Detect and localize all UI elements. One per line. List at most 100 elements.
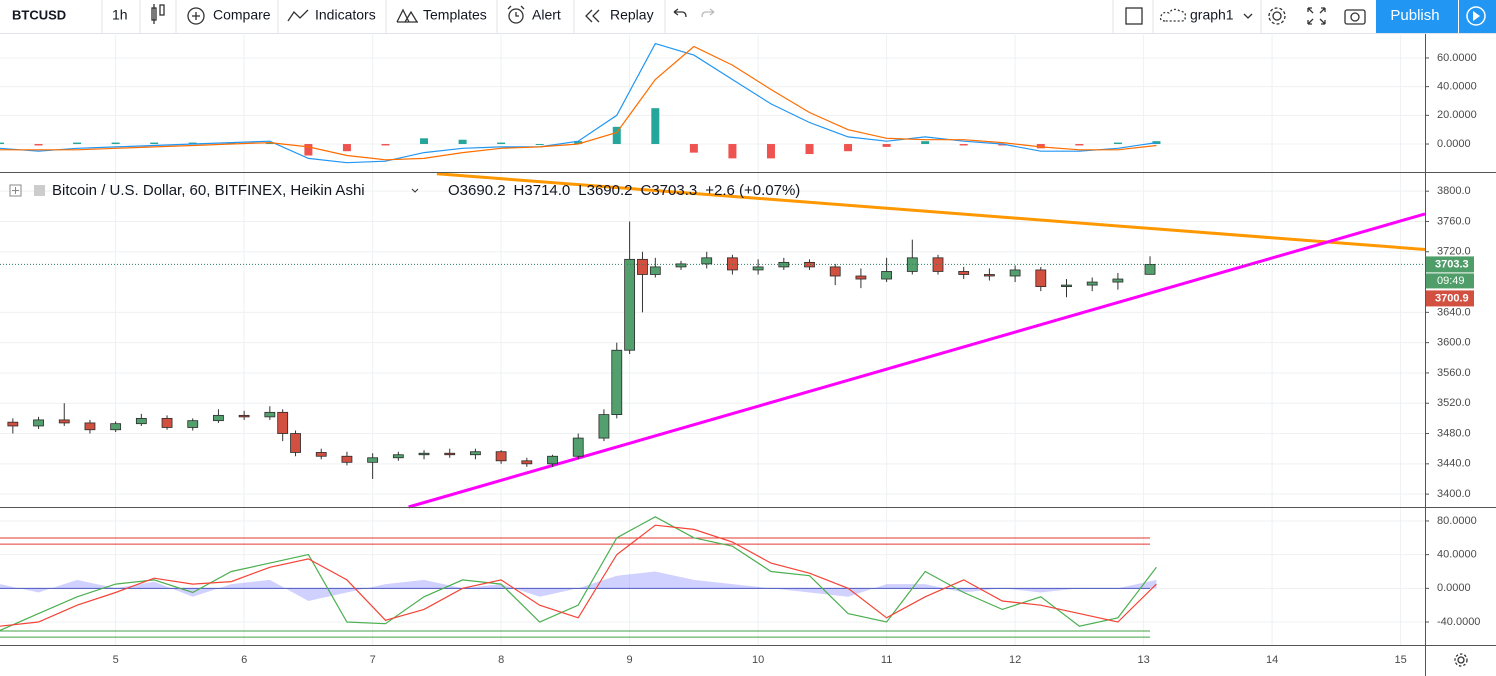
templates-button[interactable]: Templates: [423, 7, 487, 23]
candle-body: [187, 420, 199, 428]
y-tick-label: 3600.0: [1437, 337, 1471, 349]
histogram-bar: [1113, 142, 1122, 145]
histogram-bar: [921, 141, 930, 145]
snapshot-icon[interactable]: [1344, 9, 1366, 25]
settings-icon[interactable]: [1268, 7, 1286, 25]
x-tick-label: 14: [1266, 654, 1278, 666]
candle-body: [1086, 281, 1098, 286]
publish-button[interactable]: [1376, 0, 1458, 33]
candle-body: [58, 419, 70, 424]
legend-caret[interactable]: [411, 188, 419, 193]
y-tick-label: 3440.0: [1437, 458, 1471, 470]
ohlc-value: +2.6 (+0.07%): [705, 182, 800, 199]
candle-body: [392, 454, 404, 459]
y-tick-label: 0.0000: [1437, 582, 1471, 594]
candle-body: [572, 437, 584, 457]
histogram-bar: [1036, 144, 1045, 149]
indicators-button[interactable]: Indicators: [315, 7, 376, 23]
candle-body: [341, 455, 353, 463]
publish-label[interactable]: Publish: [1390, 7, 1439, 24]
histogram-bar: [497, 142, 506, 145]
candle-body: [33, 419, 44, 427]
alert-button[interactable]: Alert: [532, 7, 561, 23]
histogram-bar: [651, 108, 660, 145]
cloud-icon[interactable]: [1159, 8, 1187, 22]
ohlc-legend: O3690.2 H3714.0 L3690.2 C3703.3 +2.6 (+0.07%…: [448, 182, 800, 199]
candle-body: [367, 457, 379, 463]
chart-type-icon[interactable]: [151, 4, 165, 24]
layout-name[interactable]: graph1: [1190, 7, 1234, 23]
y-tick-label: 40.0000: [1437, 549, 1477, 561]
candle-body: [444, 452, 456, 456]
templates-icon[interactable]: [396, 8, 418, 23]
histogram-bar: [265, 142, 274, 145]
indicators-icon[interactable]: [287, 9, 309, 22]
candle-body: [1009, 269, 1021, 277]
play-icon[interactable]: [1466, 6, 1486, 26]
fullscreen-icon[interactable]: [1307, 7, 1326, 25]
replay-button[interactable]: Replay: [610, 7, 654, 23]
legend-title[interactable]: Bitcoin / U.S. Dollar, 60, BITFINEX, Hei…: [52, 182, 365, 199]
histogram-bar: [766, 144, 775, 159]
y-tick-label: 0.0000: [1437, 138, 1471, 150]
candle-body: [649, 266, 661, 275]
x-tick-label: 6: [241, 654, 247, 666]
collapse-icon-plus: [12, 187, 19, 194]
candle-body: [315, 452, 327, 457]
interval[interactable]: 1h: [112, 7, 128, 23]
histogram-bar: [805, 144, 814, 155]
y-tick-label: 3800.0: [1437, 185, 1471, 197]
y-tick-label: 20.0000: [1437, 109, 1477, 121]
histogram-bar: [458, 139, 467, 145]
candle-body: [213, 414, 224, 422]
last-price-label: 3703.3: [1435, 258, 1469, 270]
y-tick-label: 3760.0: [1437, 215, 1471, 227]
histogram-bar: [844, 144, 853, 152]
symbol[interactable]: BTCUSD: [12, 7, 66, 22]
x-tick-label: 12: [1009, 654, 1021, 666]
histogram-bar: [381, 144, 390, 146]
axis-settings-icon[interactable]: [1454, 653, 1468, 667]
toolbar: BTCUSD 1h Compare Indicators Templates A…: [0, 0, 1496, 34]
histogram-bar: [150, 142, 159, 145]
layout-caret[interactable]: [1243, 13, 1253, 19]
countdown-box: [1426, 273, 1474, 289]
candle-body: [470, 451, 481, 456]
x-tick-label: 15: [1394, 654, 1406, 666]
histogram-bar: [73, 142, 82, 145]
collapse-icon[interactable]: [9, 184, 22, 197]
select-icon[interactable]: [1125, 7, 1143, 25]
candle-body: [290, 433, 301, 453]
countdown-label: 09:49: [1437, 275, 1465, 287]
histogram-bar: [612, 126, 621, 145]
compare-icon[interactable]: [187, 7, 205, 25]
candle-body: [637, 258, 648, 275]
candle-body: [624, 258, 636, 351]
compare-button[interactable]: Compare: [213, 7, 271, 23]
histogram-bar: [420, 138, 429, 145]
x-tick-label: 10: [752, 654, 764, 666]
x-tick-label: 5: [113, 654, 119, 666]
alert-icon[interactable]: [507, 5, 525, 24]
candle-body: [264, 411, 276, 418]
candle-body: [1035, 269, 1047, 288]
candle-body: [932, 257, 944, 272]
histogram-bar: [728, 144, 737, 159]
candle-body: [495, 451, 507, 462]
histogram-bar: [188, 142, 197, 145]
candle-body: [7, 421, 19, 427]
candle-body: [958, 271, 970, 275]
second-price-box: [1426, 290, 1474, 307]
ohlc-value: C3703.3: [641, 182, 698, 199]
histogram-bar: [304, 144, 313, 156]
symbol-icon: [34, 185, 45, 196]
play-icon-arrow: [1473, 11, 1480, 21]
replay-icon[interactable]: [585, 9, 600, 23]
candle-body: [855, 275, 867, 280]
redo-icon[interactable]: [701, 8, 715, 18]
trendline: [436, 172, 1426, 251]
y-tick-label: 3560.0: [1437, 367, 1471, 379]
undo-icon[interactable]: [673, 8, 687, 18]
x-tick-label: 11: [881, 654, 892, 666]
